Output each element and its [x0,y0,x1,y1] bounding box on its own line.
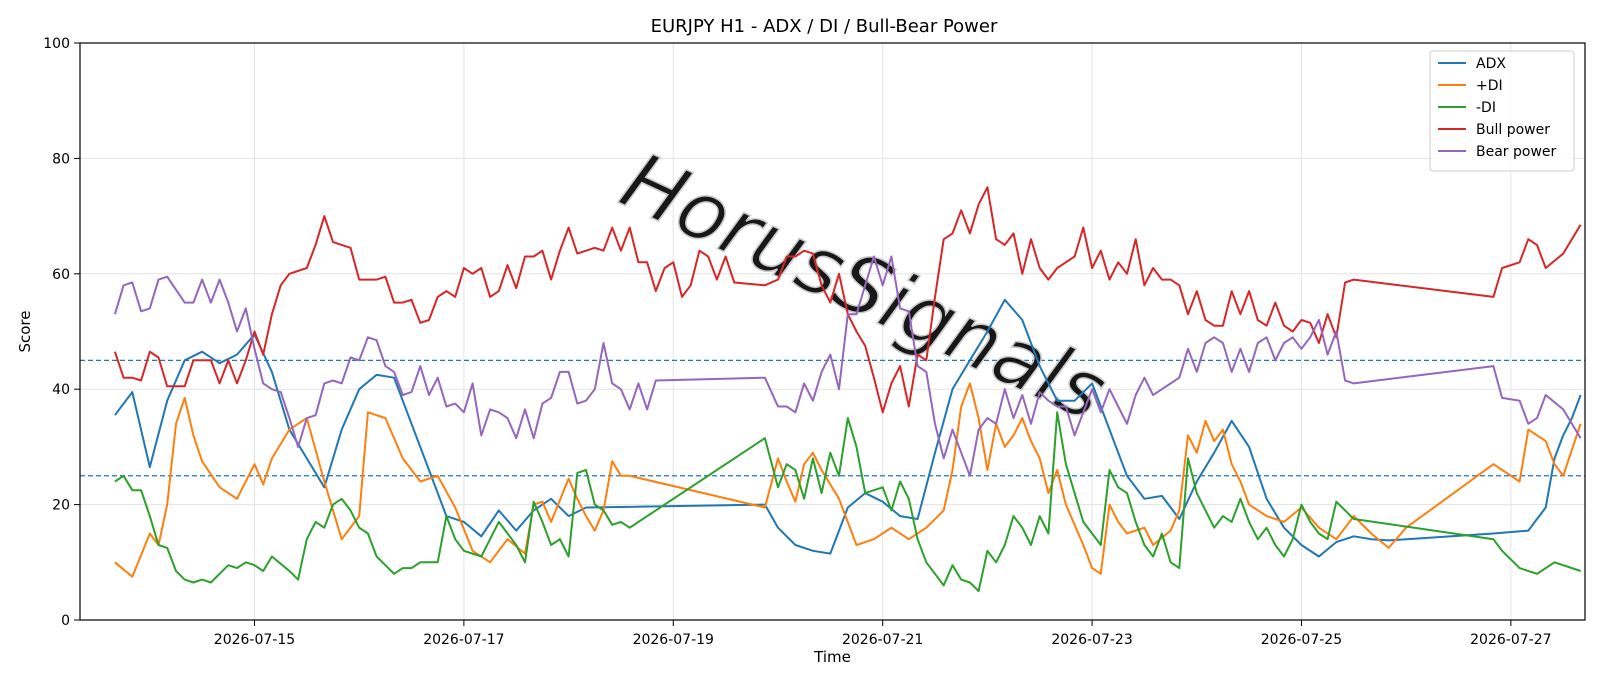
x-tick-label: 2026-07-17 [423,632,504,648]
y-axis-label: Score [16,310,34,352]
legend-label: +DI [1476,78,1503,94]
legend: ADX +DI -DI Bull power Bear power [1429,50,1575,172]
legend-label: ADX [1476,56,1506,72]
y-axis-ticks: 0 20 40 60 80 100 [43,36,80,629]
series-lines [113,186,1582,593]
series-line-bear-power [113,255,1582,477]
series-line--di [114,411,1581,593]
y-tick-label: 60 [52,267,70,283]
y-tick-label: 80 [52,151,70,167]
x-tick-label: 2026-07-15 [214,632,295,648]
x-tick-label: 2026-07-27 [1470,632,1551,648]
series-line-bull-power [113,186,1582,414]
legend-label: Bear power [1476,144,1557,160]
x-axis-ticks: 2026-07-15 2026-07-17 2026-07-19 2026-07-21… [214,620,1552,648]
y-tick-label: 0 [61,613,70,629]
legend-label: -DI [1476,100,1496,116]
chart-title: EURJPY H1 - ADX / DI / Bull-Bear Power [651,16,998,37]
x-tick-label: 2026-07-21 [842,632,923,648]
x-tick-label: 2026-07-25 [1261,632,1342,648]
y-tick-label: 40 [52,382,70,398]
plot-frame [79,42,1586,621]
x-tick-label: 2026-07-19 [633,632,714,648]
legend-box [1429,50,1575,172]
y-tick-label: 20 [52,498,70,514]
x-tick-label: 2026-07-23 [1051,632,1132,648]
x-axis-label: Time [813,648,851,666]
y-tick-label: 100 [43,36,70,52]
legend-label: Bull power [1476,122,1550,138]
series-line--di [114,382,1582,578]
grid [80,42,1585,621]
